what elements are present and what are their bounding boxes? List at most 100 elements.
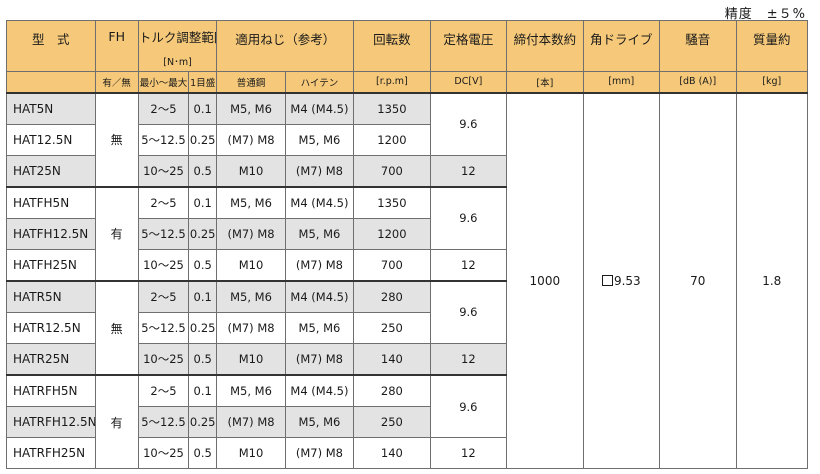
- model-cell: HATRFH25N: [6, 437, 96, 469]
- model-cell: HATR5N: [6, 279, 96, 314]
- header-weight: 質量約: [735, 20, 808, 72]
- fh-cell: 無: [94, 91, 139, 188]
- header-torque-unit: [N･m]: [137, 51, 218, 72]
- header-torque-range: 最小～最大: [137, 71, 190, 93]
- square-drive-icon: [601, 274, 613, 286]
- model-cell: HATFH12.5N: [6, 217, 96, 250]
- header-model-blank: [6, 71, 96, 93]
- torque-range-cell: 2～5: [137, 374, 190, 408]
- rpm-cell: 280: [353, 374, 431, 408]
- header-rpm-unit: [r.p.m]: [353, 71, 431, 93]
- rpm-cell: 280: [353, 279, 431, 314]
- header-count: 締付本数約: [506, 20, 584, 72]
- screw-normal-cell: M5, M6: [216, 374, 286, 408]
- voltage-cell: 12: [429, 342, 508, 376]
- rpm-cell: 1200: [353, 217, 431, 250]
- screw-high-cell: M4 (M4.5): [284, 185, 355, 219]
- rpm-cell: 140: [353, 437, 431, 469]
- model-cell: HATR12.5N: [6, 312, 96, 344]
- screw-high-cell: M4 (M4.5): [284, 374, 355, 408]
- fh-cell: 無: [94, 279, 139, 376]
- screw-normal-cell: M5, M6: [216, 185, 286, 219]
- model-cell: HATFH25N: [6, 248, 96, 282]
- screw-high-cell: (M7) M8: [284, 248, 355, 282]
- torque-range-cell: 10～25: [137, 154, 190, 188]
- torque-range-cell: 2～5: [137, 91, 190, 125]
- torque-range-cell: 2～5: [137, 185, 190, 219]
- torque-step-cell: 0.1: [188, 279, 218, 314]
- torque-step-cell: 0.5: [188, 154, 218, 188]
- screw-high-cell: M4 (M4.5): [284, 279, 355, 314]
- model-cell: HAT5N: [6, 91, 96, 125]
- header-screw: 適用ねじ（参考）: [216, 20, 355, 72]
- header-screw-normal: 普通鋼: [216, 71, 286, 93]
- header-noise: 騒音: [659, 20, 737, 72]
- screw-normal-cell: (M7) M8: [216, 217, 286, 250]
- voltage-cell: 9.6: [429, 374, 508, 439]
- header-torque: トルク調整範囲: [137, 20, 218, 52]
- screw-normal-cell: (M7) M8: [216, 123, 286, 156]
- screw-high-cell: M5, M6: [284, 312, 355, 344]
- torque-range-cell: 10～25: [137, 437, 190, 469]
- torque-range-cell: 10～25: [137, 248, 190, 282]
- header-torque-step: 1目盛: [188, 71, 218, 93]
- rpm-cell: 1350: [353, 185, 431, 219]
- torque-step-cell: 0.5: [188, 437, 218, 469]
- torque-step-cell: 0.1: [188, 91, 218, 125]
- table-row: HATFH25N 10～25 0.5 M10 (M7) M8 700 12: [6, 248, 808, 282]
- screw-high-cell: M5, M6: [284, 217, 355, 250]
- torque-range-cell: 5～12.5: [137, 406, 190, 439]
- torque-range-cell: 5～12.5: [137, 312, 190, 344]
- header-fh-sub: 有／無: [94, 71, 139, 93]
- screw-normal-cell: M10: [216, 342, 286, 376]
- screw-high-cell: M5, M6: [284, 406, 355, 439]
- rpm-cell: 140: [353, 342, 431, 376]
- model-cell: HAT12.5N: [6, 123, 96, 156]
- screw-normal-cell: (M7) M8: [216, 406, 286, 439]
- header-fh: FH: [94, 20, 139, 72]
- header-noise-unit: [dB (A)]: [659, 71, 737, 93]
- torque-step-cell: 0.25: [188, 123, 218, 156]
- voltage-cell: 12: [429, 437, 508, 469]
- header-model: 型 式: [6, 20, 96, 72]
- screw-high-cell: (M7) M8: [284, 154, 355, 188]
- table-row: HATFH12.5N 5～12.5 0.25 (M7) M8 M5, M6 12…: [6, 217, 808, 250]
- header-voltage: 定格電圧: [429, 20, 508, 72]
- model-cell: HATRFH5N: [6, 374, 96, 408]
- model-cell: HATRFH12.5N: [6, 406, 96, 439]
- noise-cell: 70: [659, 91, 737, 469]
- voltage-cell: 12: [429, 154, 508, 188]
- table-row: HAT5N 無 2～5 0.1 M5, M6 M4 (M4.5) 1350 9.…: [6, 91, 808, 469]
- torque-step-cell: 0.5: [188, 342, 218, 376]
- table-row: HATFH5N 有 2～5 0.1 M5, M6 M4 (M4.5) 1350 …: [6, 185, 808, 282]
- torque-step-cell: 0.25: [188, 406, 218, 439]
- table-row: HATR12.5N 5～12.5 0.25 (M7) M8 M5, M6 250: [6, 312, 808, 344]
- torque-range-cell: 5～12.5: [137, 217, 190, 250]
- header-weight-unit: [kg]: [735, 71, 808, 93]
- drive-value: 9.53: [613, 273, 641, 288]
- screw-high-cell: (M7) M8: [284, 437, 355, 469]
- model-cell: HATFH5N: [6, 185, 96, 219]
- torque-step-cell: 0.1: [188, 185, 218, 219]
- torque-range-cell: 2～5: [137, 279, 190, 314]
- model-cell: HAT25N: [6, 154, 96, 188]
- table-row: HAT12.5N 5～12.5 0.25 (M7) M8 M5, M6 1200: [6, 123, 808, 156]
- voltage-cell: 9.6: [429, 91, 508, 156]
- table-row: HATRFH25N 10～25 0.5 M10 (M7) M8 140 12: [6, 437, 808, 469]
- rpm-cell: 700: [353, 248, 431, 282]
- screw-normal-cell: M5, M6: [216, 91, 286, 125]
- torque-step-cell: 0.25: [188, 312, 218, 344]
- table-row: HAT25N 10～25 0.5 M10 (M7) M8 700 12: [6, 154, 808, 188]
- screw-high-cell: M4 (M4.5): [284, 91, 355, 125]
- voltage-cell: 12: [429, 248, 508, 282]
- rpm-cell: 250: [353, 406, 431, 439]
- screw-normal-cell: M5, M6: [216, 279, 286, 314]
- header-drive-unit: [mm]: [582, 71, 661, 93]
- table-row: HATR5N 無 2～5 0.1 M5, M6 M4 (M4.5) 280 9.…: [6, 279, 808, 376]
- rpm-cell: 1350: [353, 91, 431, 125]
- voltage-cell: 9.6: [429, 185, 508, 250]
- screw-high-cell: M5, M6: [284, 123, 355, 156]
- header-rpm: 回転数: [353, 20, 431, 72]
- table-row: HATR25N 10～25 0.5 M10 (M7) M8 140 12: [6, 342, 808, 376]
- screw-normal-cell: (M7) M8: [216, 312, 286, 344]
